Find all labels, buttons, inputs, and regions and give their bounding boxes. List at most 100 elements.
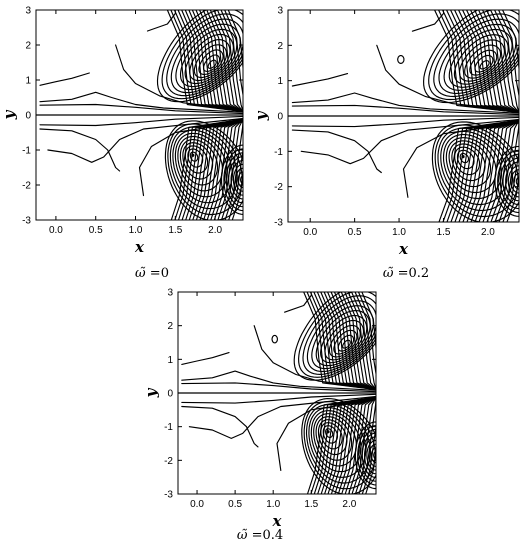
- corner-vortex-contour: [228, 156, 243, 204]
- x-tick-label: 0.5: [89, 225, 103, 236]
- lower-vortex-contour: [189, 151, 199, 162]
- upper-vortex-contour: [433, 13, 519, 98]
- wall-contour: [227, 10, 243, 113]
- lower-vortex-contour: [313, 413, 357, 467]
- wall-contour: [462, 10, 519, 114]
- upper-vortex-contour: [337, 334, 355, 352]
- upper-vortex-contour: [458, 39, 505, 82]
- wall-contour: [220, 10, 243, 113]
- wall-contour: [494, 119, 519, 222]
- wall-contour: [192, 118, 243, 220]
- wall-contour: [231, 118, 243, 220]
- streamline-contour: [39, 91, 243, 113]
- streamline-contour: [115, 44, 243, 111]
- upper-vortex-contour: [184, 33, 234, 85]
- y-tick-label: 2: [277, 41, 283, 52]
- y-axis-label: y: [142, 387, 160, 398]
- wall-contour: [340, 292, 376, 391]
- corner-vortex-contour: [240, 175, 243, 185]
- wall-contour: [213, 118, 243, 220]
- caption-eq: =: [251, 528, 263, 543]
- wall-contour: [466, 10, 519, 114]
- lower-vortex-contour: [177, 135, 223, 192]
- y-tick-label: 2: [25, 41, 31, 52]
- streamline-contour: [253, 325, 376, 389]
- y-tick-label: -3: [22, 216, 31, 227]
- corner-vortex-contour: [225, 152, 243, 208]
- y-tick-label: -3: [164, 490, 173, 501]
- lower-vortex-contour: [179, 139, 219, 186]
- y-tick-label: 1: [167, 355, 173, 366]
- x-tick-label: 0.0: [49, 225, 63, 236]
- wall-contour: [478, 10, 519, 114]
- caption-value: 0.2: [408, 266, 430, 281]
- x-tick-label: 2.0: [342, 499, 356, 510]
- small-loop-contour: [397, 55, 405, 64]
- lower-vortex-contour: [448, 140, 492, 188]
- wall-contour: [502, 10, 519, 114]
- streamline-contour: [188, 395, 376, 439]
- caption-symbol: ω̃: [236, 528, 248, 543]
- corner-vortex-contour: [235, 167, 243, 192]
- wall-contour: [199, 118, 243, 220]
- streamline-contour: [181, 352, 230, 365]
- lower-vortex-contour: [325, 428, 334, 438]
- streamline-contour: [138, 121, 243, 197]
- y-tick-label: 1: [277, 76, 283, 87]
- x-tick-label: 0.0: [190, 499, 204, 510]
- streamline-contour: [300, 118, 519, 165]
- corner-vortex-contour: [232, 163, 243, 196]
- contour-plot-svg: 0.0 0.5 1.0 1.5 2.0 -3 -2 -1 0 1 2 3 x y: [252, 6, 520, 258]
- x-tick-label: 1.0: [266, 499, 280, 510]
- x-tick-label: 2.0: [481, 227, 495, 238]
- streamline-contour: [146, 12, 176, 32]
- caption-symbol: ω̃: [382, 266, 394, 281]
- wall-contour: [482, 119, 519, 222]
- wall-contour: [337, 396, 376, 494]
- wall-contour: [213, 10, 243, 113]
- upper-vortex-contour: [320, 315, 368, 364]
- x-tick-label: 2.0: [208, 225, 222, 236]
- y-tick-label: 0: [25, 111, 31, 122]
- streamline-contour: [291, 104, 519, 116]
- streamline-contour: [284, 294, 312, 313]
- wall-contour: [486, 119, 519, 222]
- wall-contour: [333, 292, 376, 391]
- caption-eq: =: [149, 266, 161, 281]
- lower-vortex-contour: [459, 152, 470, 164]
- contour-lines: [178, 292, 376, 494]
- wall-contour: [228, 118, 243, 220]
- corner-vortex-contour: [359, 428, 376, 482]
- caption-symbol: ω̃: [135, 266, 146, 281]
- wall-contour: [334, 396, 376, 494]
- y-tick-label: -1: [274, 147, 283, 158]
- y-tick-label: -2: [164, 456, 173, 467]
- wall-contour: [462, 119, 519, 222]
- streamline-contour: [402, 122, 519, 198]
- y-tick-label: 0: [167, 389, 173, 400]
- contour-plot-svg: 0.0 0.5 1.0 1.5 2.0 -3 -2 -1 0 1 2 3 x y: [142, 288, 377, 530]
- upper-vortex-contour: [448, 28, 513, 88]
- y-tick-label: -2: [22, 181, 31, 192]
- upper-vortex-contour: [293, 292, 376, 381]
- wall-contour: [337, 292, 376, 391]
- corner-vortex-contour: [368, 443, 376, 467]
- y-tick-label: 3: [25, 6, 31, 17]
- streamline-contour: [39, 128, 121, 172]
- corner-vortex-contour: [354, 421, 376, 490]
- upper-vortex-contour: [479, 60, 490, 70]
- streamline-contour: [181, 382, 376, 393]
- corner-vortex-contour: [223, 148, 243, 212]
- contour-plot-svg: 0.0 0.5 1.0 1.5 2.0 -3 -2 -1 0 1 2 3 x y: [0, 6, 244, 256]
- upper-vortex-contour: [342, 339, 351, 349]
- upper-vortex-contour: [198, 49, 224, 75]
- contour-lines: [288, 10, 519, 222]
- wall-contour: [494, 10, 519, 114]
- contour-panel-omega-0.4: 0.0 0.5 1.0 1.5 2.0 -3 -2 -1 0 1 2 3 x y ω̃ =0.4: [138, 282, 402, 550]
- corner-vortex-contour: [370, 447, 376, 464]
- wall-contour: [344, 292, 376, 391]
- corner-vortex-contour: [507, 165, 519, 198]
- wall-contour: [206, 118, 243, 220]
- lower-vortex-contour: [172, 129, 233, 204]
- wall-contour: [354, 292, 376, 391]
